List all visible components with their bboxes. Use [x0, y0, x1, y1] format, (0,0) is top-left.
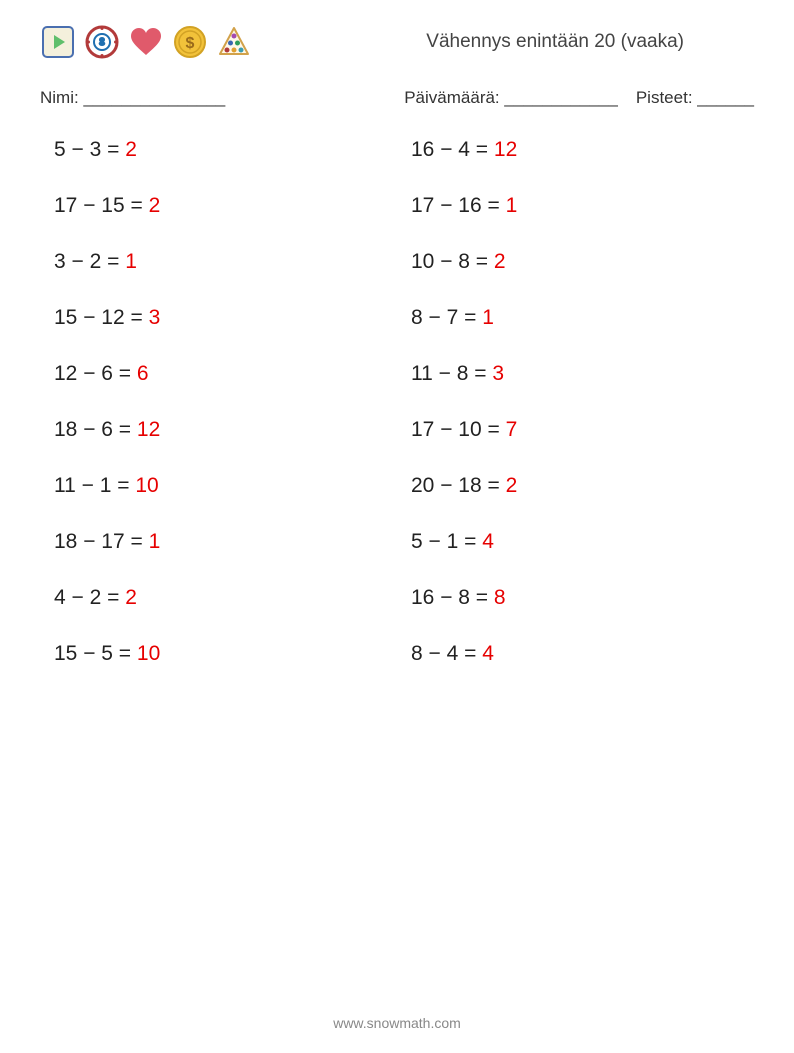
problem: 20 − 18 = 2 — [411, 474, 754, 498]
problem-answer: 6 — [137, 362, 149, 385]
problem-expression: 11 − 8 = — [411, 362, 492, 385]
problem-expression: 18 − 6 = — [54, 418, 137, 441]
problem: 16 − 8 = 8 — [411, 586, 754, 610]
problem-answer: 10 — [137, 642, 160, 665]
problem: 3 − 2 = 1 — [54, 250, 397, 274]
billiard-icon — [216, 24, 252, 60]
heart-icon — [128, 24, 164, 60]
problem-answer: 8 — [494, 586, 506, 609]
problem: 16 − 4 = 12 — [411, 138, 754, 162]
problem: 5 − 3 = 2 — [54, 138, 397, 162]
problem-answer: 2 — [506, 474, 518, 497]
problem-answer: 1 — [125, 250, 137, 273]
problem-expression: 15 − 12 = — [54, 306, 149, 329]
problem-expression: 20 − 18 = — [411, 474, 506, 497]
problem-answer: 4 — [482, 530, 494, 553]
problem-answer: 2 — [149, 194, 161, 217]
problem: 8 − 7 = 1 — [411, 306, 754, 330]
problem-answer: 12 — [494, 138, 517, 161]
problem-answer: 4 — [482, 642, 494, 665]
problem-expression: 12 − 6 = — [54, 362, 137, 385]
problem: 18 − 17 = 1 — [54, 530, 397, 554]
problem-answer: 3 — [492, 362, 504, 385]
problem-expression: 3 − 2 = — [54, 250, 125, 273]
problem-expression: 17 − 10 = — [411, 418, 506, 441]
problem: 17 − 15 = 2 — [54, 194, 397, 218]
info-row: Nimi: _______________ Päivämäärä: ______… — [40, 88, 754, 108]
problem: 15 − 12 = 3 — [54, 306, 397, 330]
chip-icon — [84, 24, 120, 60]
problem: 4 − 2 = 2 — [54, 586, 397, 610]
icons-row: $ — [40, 24, 252, 60]
problem-answer: 1 — [149, 530, 161, 553]
problem: 8 − 4 = 4 — [411, 642, 754, 666]
problem: 10 − 8 = 2 — [411, 250, 754, 274]
problem-expression: 8 − 4 = — [411, 642, 482, 665]
problem-expression: 11 − 1 = — [54, 474, 135, 497]
problem-expression: 10 − 8 = — [411, 250, 494, 273]
problem-expression: 18 − 17 = — [54, 530, 149, 553]
problem-expression: 8 − 7 = — [411, 306, 482, 329]
problem: 17 − 10 = 7 — [411, 418, 754, 442]
score-label: Pisteet: ______ — [636, 88, 754, 108]
svg-text:$: $ — [186, 35, 195, 52]
problem-expression: 17 − 16 = — [411, 194, 506, 217]
problem-answer: 1 — [506, 194, 518, 217]
play-icon — [40, 24, 76, 60]
problem-expression: 5 − 3 = — [54, 138, 125, 161]
problem-expression: 15 − 5 = — [54, 642, 137, 665]
problem: 17 − 16 = 1 — [411, 194, 754, 218]
problem: 15 − 5 = 10 — [54, 642, 397, 666]
header-row: $ Vähennys enintään 20 (vaaka) — [40, 24, 754, 60]
problem-answer: 2 — [494, 250, 506, 273]
problems-column-2: 16 − 4 = 1217 − 16 = 110 − 8 = 28 − 7 = … — [397, 138, 754, 666]
problem: 11 − 1 = 10 — [54, 474, 397, 498]
problem: 5 − 1 = 4 — [411, 530, 754, 554]
problem-answer: 2 — [125, 138, 137, 161]
problems-column-1: 5 − 3 = 217 − 15 = 23 − 2 = 115 − 12 = 3… — [40, 138, 397, 666]
page-title: Vähennys enintään 20 (vaaka) — [426, 31, 684, 53]
name-label: Nimi: _______________ — [40, 88, 225, 108]
problem-answer: 7 — [506, 418, 518, 441]
problem-expression: 17 − 15 = — [54, 194, 149, 217]
problem-expression: 16 − 8 = — [411, 586, 494, 609]
problem-expression: 5 − 1 = — [411, 530, 482, 553]
problem-answer: 10 — [135, 474, 158, 497]
footer-text: www.snowmath.com — [0, 1015, 794, 1031]
problem-answer: 3 — [149, 306, 161, 329]
problem-answer: 1 — [482, 306, 494, 329]
problem-expression: 16 − 4 = — [411, 138, 494, 161]
coin-icon: $ — [172, 24, 208, 60]
problem: 11 − 8 = 3 — [411, 362, 754, 386]
problem-answer: 12 — [137, 418, 160, 441]
problems-grid: 5 − 3 = 217 − 15 = 23 − 2 = 115 − 12 = 3… — [40, 138, 754, 666]
problem-answer: 2 — [125, 586, 137, 609]
problem: 12 − 6 = 6 — [54, 362, 397, 386]
problem: 18 − 6 = 12 — [54, 418, 397, 442]
problem-expression: 4 − 2 = — [54, 586, 125, 609]
date-label: Päivämäärä: ____________ — [404, 88, 618, 108]
